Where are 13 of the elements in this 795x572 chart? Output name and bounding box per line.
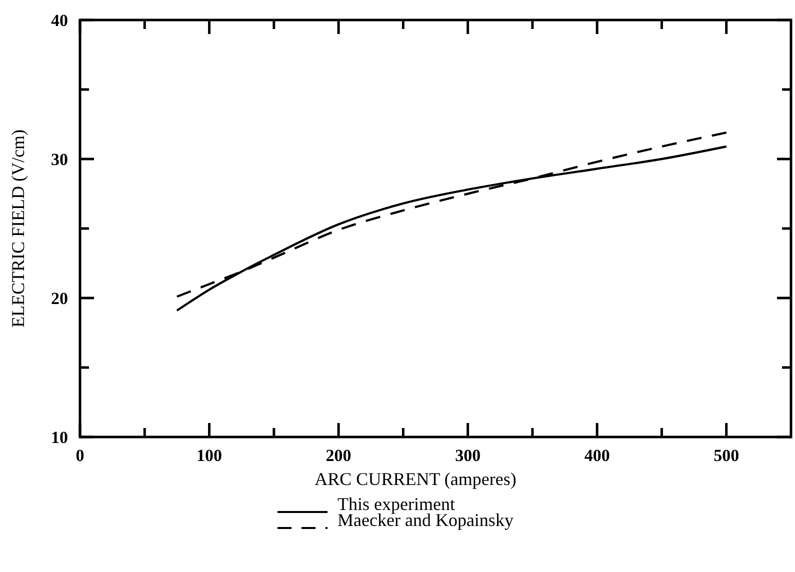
x-tick-label: 500 xyxy=(714,446,740,465)
x-tick-label: 100 xyxy=(196,446,222,465)
y-tick-label: 20 xyxy=(51,289,68,308)
x-tick-label: 400 xyxy=(584,446,610,465)
x-tick-label: 200 xyxy=(326,446,352,465)
x-tick-label: 0 xyxy=(76,446,84,465)
x-axis-title: ARC CURRENT (amperes) xyxy=(314,469,516,489)
x-tick-label: 300 xyxy=(455,446,481,465)
y-tick-label: 40 xyxy=(51,11,68,30)
y-tick-label: 10 xyxy=(51,428,68,447)
y-axis-title: ELECTRIC FIELD (V/cm) xyxy=(8,130,28,328)
y-tick-label: 30 xyxy=(51,150,68,169)
legend-label: This experiment xyxy=(338,494,455,514)
